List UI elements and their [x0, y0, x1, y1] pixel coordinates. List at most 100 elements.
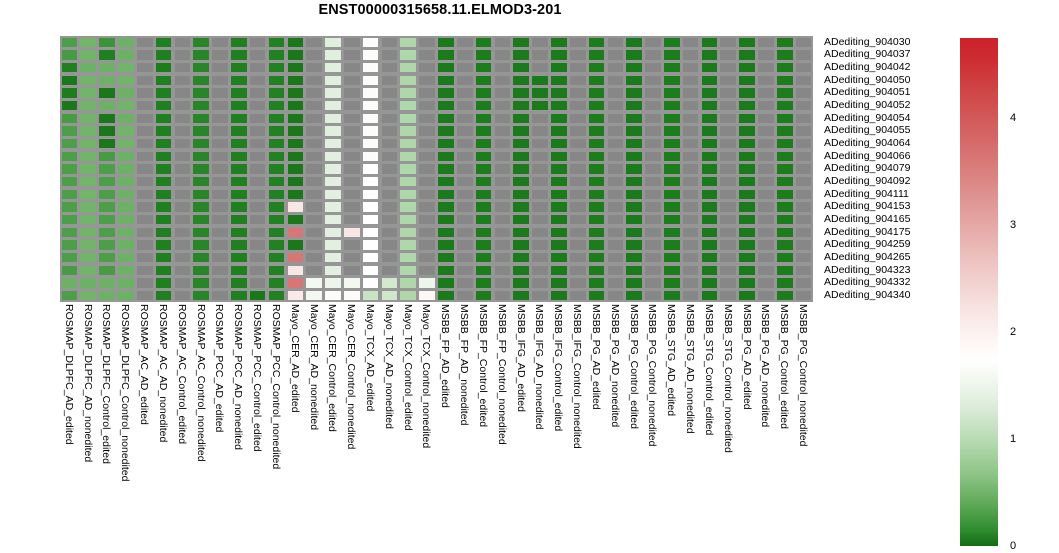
heatmap-cell — [212, 278, 228, 288]
heatmap-cell — [268, 113, 285, 124]
heatmap-cell — [118, 290, 134, 301]
colorbar-tick: 1 — [1010, 433, 1017, 446]
heatmap-cell — [682, 227, 699, 238]
heatmap-cell — [419, 227, 435, 238]
heatmap-cell — [99, 265, 115, 276]
heatmap-cell — [231, 62, 247, 73]
heatmap-cell — [80, 202, 97, 212]
row-label: ADediting_904037 — [824, 48, 911, 61]
heatmap-cell — [682, 189, 699, 200]
heatmap-cell — [607, 50, 624, 60]
heatmap-cell — [193, 62, 209, 73]
heatmap-cell — [268, 265, 285, 276]
heatmap-cell — [739, 50, 755, 60]
heatmap-cell — [720, 290, 737, 301]
heatmap-cell — [739, 176, 755, 187]
heatmap-cell — [739, 126, 755, 136]
heatmap-cell — [287, 189, 304, 200]
heatmap-cell — [532, 126, 548, 136]
heatmap-cell — [325, 278, 341, 288]
heatmap-cell — [343, 265, 360, 276]
column-label: ROSMAP_AC_AD_nonedited — [156, 304, 169, 443]
heatmap-cell — [739, 75, 755, 86]
heatmap-cell — [287, 278, 304, 288]
heatmap-cell — [268, 214, 285, 225]
heatmap-cell — [475, 214, 492, 225]
heatmap-cell — [268, 252, 285, 263]
heatmap-cell — [343, 240, 360, 250]
heatmap-cell — [325, 240, 341, 250]
heatmap-cell — [664, 265, 680, 276]
heatmap-cell — [795, 278, 812, 288]
heatmap-cell — [362, 75, 379, 86]
heatmap-cell — [758, 189, 774, 200]
heatmap-cell — [381, 189, 398, 200]
heatmap-cell — [607, 240, 624, 250]
heatmap-cell — [795, 290, 812, 301]
column-label: ROSMAP_PCC_AD_nonedited — [232, 304, 245, 450]
column-label: MSBB_FP_AD_nonedited — [458, 304, 471, 426]
heatmap-cell — [645, 290, 661, 301]
heatmap-cell — [136, 214, 153, 225]
heatmap-cell — [532, 100, 548, 111]
heatmap-cell — [588, 37, 605, 48]
heatmap-cell — [362, 265, 379, 276]
heatmap-cell — [551, 113, 567, 124]
row-label-axis: ADediting_904030 ADediting_904037 ADeditin… — [818, 36, 958, 302]
heatmap-cell — [456, 278, 473, 288]
heatmap-cell — [682, 265, 699, 276]
heatmap-cell — [532, 138, 548, 149]
heatmap-cell — [776, 176, 793, 187]
heatmap-cell — [99, 176, 115, 187]
heatmap-cell — [136, 164, 153, 174]
heatmap-cell — [645, 227, 661, 238]
heatmap-cell — [776, 202, 793, 212]
heatmap-cell — [607, 37, 624, 48]
heatmap-cell — [306, 290, 322, 301]
heatmap-cell — [325, 290, 341, 301]
heatmap-cell — [306, 126, 322, 136]
row-label: ADediting_904064 — [824, 137, 911, 150]
heatmap-cell — [381, 214, 398, 225]
heatmap-cell — [325, 202, 341, 212]
heatmap-cell — [231, 265, 247, 276]
column-label: ROSMAP_DLPFC_AD_nonedited — [81, 304, 94, 463]
heatmap-cell — [513, 240, 530, 250]
heatmap-cell — [682, 138, 699, 149]
heatmap-cell — [80, 113, 97, 124]
heatmap-cell — [231, 50, 247, 60]
heatmap-cell — [249, 88, 266, 98]
heatmap-cell — [343, 290, 360, 301]
heatmap-cell — [682, 278, 699, 288]
heatmap-cell — [475, 240, 492, 250]
heatmap-cell — [456, 202, 473, 212]
heatmap-cell — [155, 278, 172, 288]
heatmap-cell — [212, 189, 228, 200]
heatmap-cell — [569, 265, 586, 276]
heatmap-cell — [494, 189, 511, 200]
heatmap-cell — [193, 151, 209, 162]
heatmap-cell — [607, 113, 624, 124]
heatmap-cell — [268, 151, 285, 162]
heatmap-cell — [193, 240, 209, 250]
heatmap-cell — [287, 240, 304, 250]
row-label: ADediting_904042 — [824, 61, 911, 74]
heatmap-cell — [682, 126, 699, 136]
heatmap-cell — [174, 265, 191, 276]
heatmap-cell — [588, 88, 605, 98]
heatmap-cell — [268, 50, 285, 60]
heatmap-cell — [80, 37, 97, 48]
heatmap-cell — [343, 202, 360, 212]
heatmap-cell — [551, 88, 567, 98]
heatmap-cell — [99, 151, 115, 162]
heatmap-cell — [739, 62, 755, 73]
column-label: Mayo_TCX_Control_nonedited — [420, 304, 433, 449]
heatmap-cell — [795, 176, 812, 187]
heatmap-cell — [682, 290, 699, 301]
heatmap-cell — [212, 252, 228, 263]
heatmap-cell — [249, 164, 266, 174]
heatmap-cell — [343, 37, 360, 48]
heatmap-cell — [475, 113, 492, 124]
heatmap-cell — [456, 88, 473, 98]
heatmap-cell — [626, 100, 642, 111]
